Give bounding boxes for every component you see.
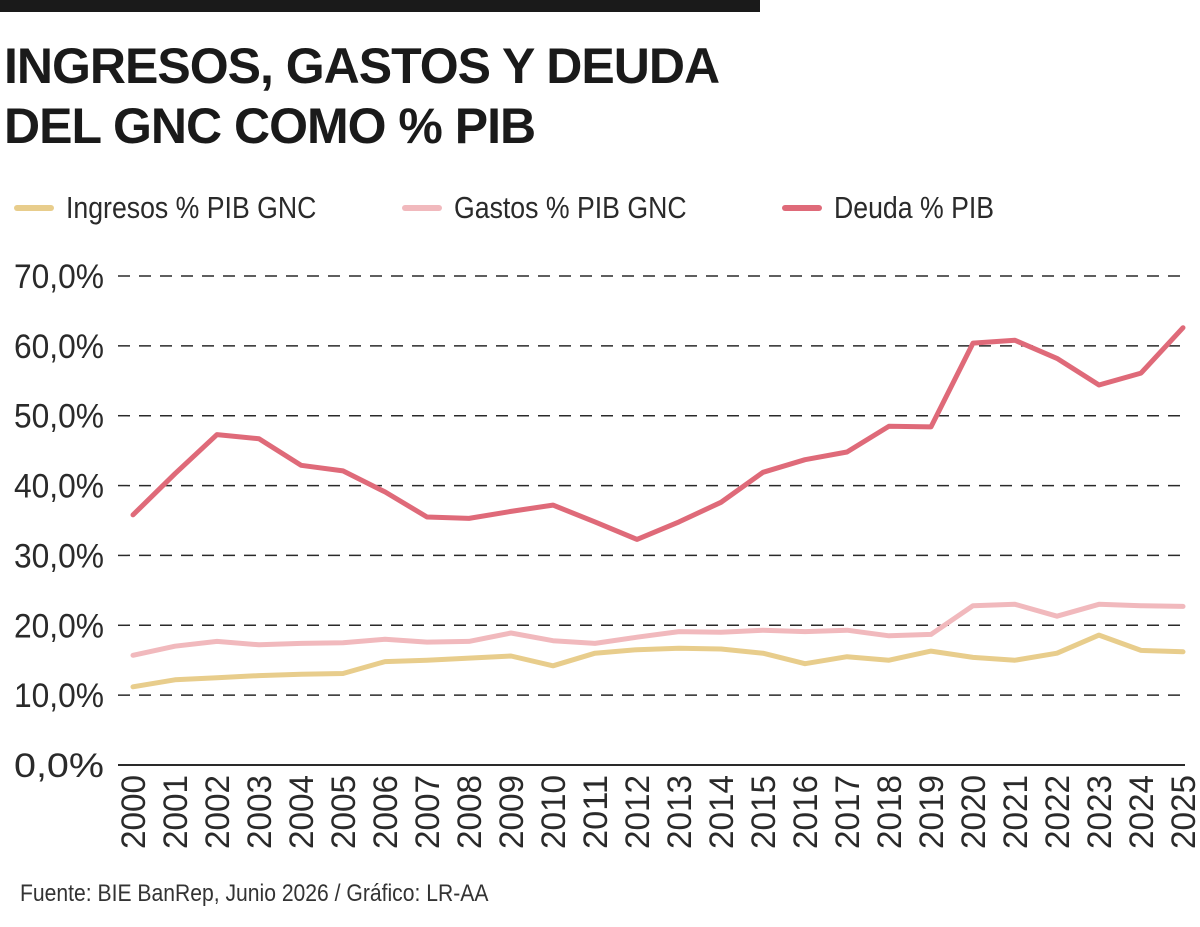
x-tick-label: 2005 xyxy=(325,775,363,849)
legend-label-ingresos: Ingresos % PIB GNC xyxy=(66,190,317,225)
x-tick-label: 2019 xyxy=(913,775,951,849)
chart-title: INGRESOS, GASTOS Y DEUDA DEL GNC COMO % … xyxy=(4,36,904,156)
series-line-ingresos xyxy=(130,632,1186,690)
series-line-gastos xyxy=(130,601,1186,658)
x-tick-label: 2020 xyxy=(955,775,993,849)
legend-item-deuda: Deuda % PIB xyxy=(782,186,1020,230)
x-tick-label: 2022 xyxy=(1039,775,1077,849)
x-tick-label: 2003 xyxy=(241,775,279,849)
grid-layer xyxy=(118,275,1185,766)
x-tick-label: 2001 xyxy=(157,775,195,849)
series-layer xyxy=(130,325,1186,690)
x-tick-label: 2007 xyxy=(409,775,447,849)
x-axis-ticks: 2000 2001 2002 2003 2004 2005 2006 2007 2008 2009… xyxy=(115,775,1200,849)
top-rule xyxy=(0,0,760,12)
legend-swatch-deuda xyxy=(782,205,822,211)
x-tick-label: 2002 xyxy=(199,775,237,849)
x-tick-label: 2006 xyxy=(367,775,405,849)
legend-item-gastos: Gastos % PIB GNC xyxy=(402,186,724,230)
title-line-1: INGRESOS, GASTOS Y DEUDA xyxy=(4,38,720,94)
y-tick-label: 70,0% xyxy=(14,258,104,296)
x-tick-label: 2023 xyxy=(1081,775,1119,849)
x-tick-label: 2024 xyxy=(1123,775,1161,849)
x-tick-label: 2014 xyxy=(703,775,741,849)
x-tick-label: 2025 xyxy=(1165,775,1200,849)
y-tick-label: 0,0% xyxy=(14,747,104,785)
x-tick-label: 2008 xyxy=(451,775,489,849)
y-tick-label: 10,0% xyxy=(14,677,104,715)
title-line-2: DEL GNC COMO % PIB xyxy=(4,98,536,154)
x-tick-label: 2004 xyxy=(283,775,321,849)
legend-label-deuda: Deuda % PIB xyxy=(834,190,995,225)
x-tick-label: 2011 xyxy=(577,775,615,849)
x-tick-label: 2021 xyxy=(997,775,1035,849)
x-tick-label: 2000 xyxy=(115,775,153,849)
y-tick-label: 50,0% xyxy=(14,398,104,436)
x-tick-label: 2010 xyxy=(535,775,573,849)
legend: Ingresos % PIB GNC Gastos % PIB GNC Deud… xyxy=(14,186,1114,230)
y-tick-label: 30,0% xyxy=(14,537,104,575)
y-axis-ticks: 0,0% 10,0% 20,0% 30,0% 40,0% 50,0% 60,0% 70,0% xyxy=(14,258,104,785)
x-tick-label: 2009 xyxy=(493,775,531,849)
x-tick-label: 2017 xyxy=(829,775,867,849)
legend-item-ingresos: Ingresos % PIB GNC xyxy=(14,186,357,230)
source-note: Fuente: BIE BanRep, Junio 2026 / Gráfico… xyxy=(20,880,489,907)
legend-label-gastos: Gastos % PIB GNC xyxy=(454,190,687,225)
y-tick-label: 60,0% xyxy=(14,328,104,366)
x-tick-label: 2013 xyxy=(661,775,699,849)
y-tick-label: 20,0% xyxy=(14,607,104,645)
series-line-deuda xyxy=(130,325,1186,542)
x-tick-label: 2018 xyxy=(871,775,909,849)
legend-swatch-gastos xyxy=(402,205,442,211)
x-tick-label: 2016 xyxy=(787,775,825,849)
line-chart: 0,0%10,0%20,0%30,0%40,0%50,0%60,0%70,0% … xyxy=(14,258,1200,849)
x-tick-label: 2012 xyxy=(619,775,657,849)
y-tick-label: 40,0% xyxy=(14,468,104,506)
legend-swatch-ingresos xyxy=(14,205,54,211)
x-tick-label: 2015 xyxy=(745,775,783,849)
